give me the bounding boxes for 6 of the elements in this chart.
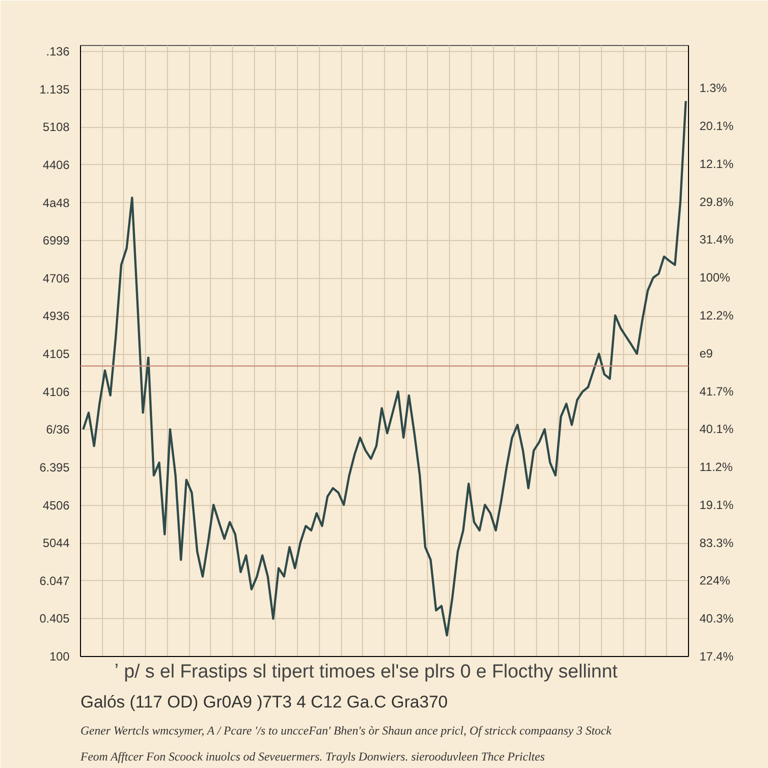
text: Gener Wertcls wmcsymer, A / Pcare '/s to uncceFan' Bhen's òr Shaun ance pricl, Of stricck compaansy 3 Stock bbox=[80, 724, 612, 738]
x-axis-title: ʼ p/ s el Frastips sl tipert timoes el'se plrs 0 e Flocthy sellinnt bbox=[114, 662, 618, 682]
text: 1.3% 20.1% 12.1% 29.8% 31.4% 100% 12.2% e9 41.7% 40.1% 11.2% 19.1% 83.3% 224% 40.3% 17.4% bbox=[700, 81, 734, 664]
text: .136 1.135 5108 4406 4a48 6999 4706 4936 4105 4106 6/36 6.395 4506 5044 6.047 0.405 100 bbox=[39, 44, 70, 664]
text: Galós (117 OD) Gr0A9 )7T3 4 C12 Ga.C Gra370 bbox=[80, 692, 448, 712]
text: Feom Afftcer Fon Scoock inuolcs od Seveuermers. Trayls Donwiers. sierooduvleen Thce Pricltes bbox=[80, 750, 546, 764]
